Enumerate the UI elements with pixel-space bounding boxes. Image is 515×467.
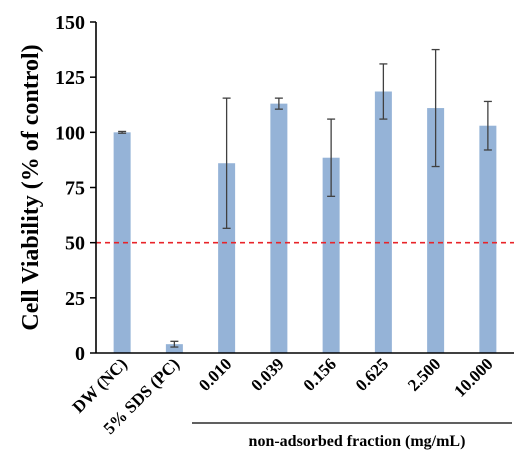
y-tick-label: 100 xyxy=(55,122,85,144)
x-tick-label: 0.010 xyxy=(195,354,235,394)
y-axis-ticks: 0 25 50 75 100 125 150 xyxy=(55,12,96,365)
bar-2 xyxy=(218,163,236,353)
y-tick-label: 75 xyxy=(65,178,85,200)
x-tick-label: 0.039 xyxy=(247,354,287,394)
y-tick-label: 50 xyxy=(65,233,85,255)
x-tick-label: 10.000 xyxy=(450,354,496,400)
bar-7 xyxy=(479,125,497,353)
y-tick-label: 150 xyxy=(55,12,85,34)
error-bars xyxy=(118,48,492,348)
bar-0 xyxy=(113,132,131,353)
y-tick-label: 0 xyxy=(75,343,85,365)
error-bar-4 xyxy=(327,118,336,197)
y-tick-label: 25 xyxy=(65,288,85,310)
bar-1 xyxy=(165,344,183,353)
bar-series xyxy=(113,91,497,353)
y-tick-label: 125 xyxy=(55,67,85,89)
error-bar-2 xyxy=(222,97,231,229)
error-bar-5 xyxy=(379,63,388,120)
bar-3 xyxy=(270,103,288,353)
x-tick-label: 2.500 xyxy=(404,354,444,394)
error-bar-3 xyxy=(274,97,283,110)
error-bar-1 xyxy=(170,340,179,348)
x-axis-tick-labels: DW (NC)5% SDS (PC) 0.010 0.039 0.156 0.625 2.… xyxy=(69,354,497,438)
error-bar-0 xyxy=(118,130,127,134)
error-bar-6 xyxy=(431,48,440,168)
y-axis-label: Cell Viability (% of control) xyxy=(18,44,44,330)
error-bar-7 xyxy=(483,100,492,151)
group-label: non-adsorbed fraction (mg/mL) xyxy=(249,433,466,450)
x-tick-label: 0.625 xyxy=(352,354,392,394)
bar-6 xyxy=(427,108,445,353)
bar-5 xyxy=(374,91,392,353)
x-tick-label: 0.156 xyxy=(299,354,339,394)
bar-4 xyxy=(322,157,340,353)
